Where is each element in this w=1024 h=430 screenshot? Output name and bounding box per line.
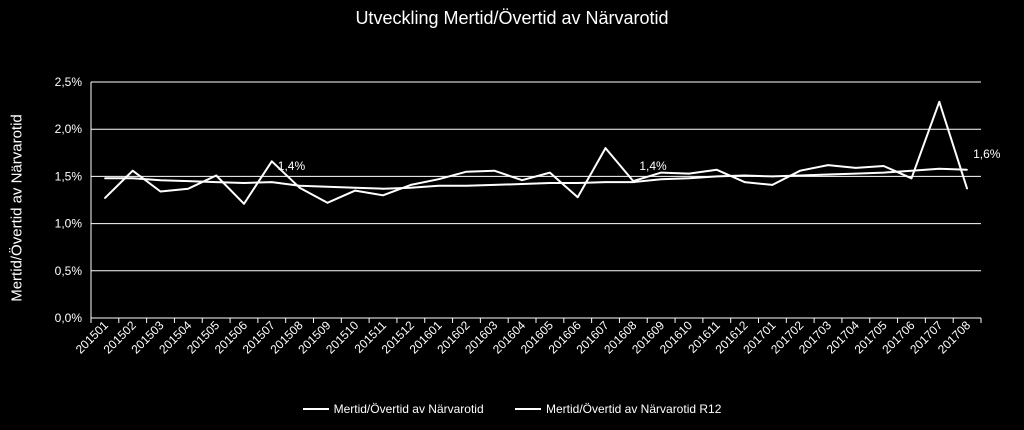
y-tick-label: 0,0% [55, 311, 83, 325]
data-point-series-1 [827, 164, 829, 166]
y-tick-label: 0,5% [55, 264, 83, 278]
data-point-series-1 [410, 184, 412, 186]
data-point-series-1 [855, 167, 857, 169]
data-point-series-2 [521, 183, 523, 185]
legend-item-series-2: Mertid/Övertid av Närvarotid R12 [514, 402, 722, 416]
data-point-series-1 [326, 202, 329, 204]
data-point-series-1 [743, 181, 746, 183]
data-point-series-1 [576, 196, 579, 198]
data-point-series-2 [910, 169, 913, 172]
data-point-series-2 [326, 185, 329, 188]
data-point-series-2 [938, 168, 941, 170]
data-point-series-1 [799, 169, 802, 172]
data-point-series-2 [966, 168, 968, 171]
data-point-series-1 [604, 147, 607, 149]
series-line-1 [104, 100, 969, 205]
data-point-series-2 [437, 185, 440, 187]
data-point-series-1 [882, 165, 885, 167]
data-point-series-1 [549, 171, 551, 174]
data-point-series-1 [298, 186, 301, 189]
data-point-series-2 [104, 177, 106, 180]
data-point-series-2 [493, 184, 496, 186]
data-point-series-1 [159, 190, 162, 193]
y-tick-label: 1,0% [55, 217, 83, 231]
data-point-series-1 [437, 178, 440, 181]
chart-title: Utveckling Mertid/Övertid av Närvarotid [355, 8, 669, 28]
legend-label-series-2: Mertid/Övertid av Närvarotid R12 [545, 402, 722, 416]
legend: Mertid/Övertid av Närvarotid Mertid/Över… [0, 399, 1024, 416]
data-point-series-1 [493, 169, 496, 172]
data-point-series-2 [771, 175, 774, 178]
data-point-series-2 [688, 177, 690, 180]
data-label: 1,6% [973, 147, 1001, 161]
data-label: 1,4% [278, 159, 306, 173]
data-point-series-2 [576, 182, 579, 184]
data-point-series-2 [549, 182, 551, 184]
data-point-series-2 [799, 174, 802, 177]
data-point-series-1 [215, 174, 217, 177]
data-point-series-2 [743, 174, 746, 177]
y-tick-label: 2,0% [55, 122, 83, 136]
data-point-series-2 [410, 186, 412, 189]
y-tick-label: 1,5% [55, 169, 83, 183]
legend-swatch-series-1 [302, 408, 329, 410]
y-tick-label: 2,5% [55, 75, 83, 89]
data-point-series-2 [827, 173, 829, 176]
data-point-series-2 [215, 181, 217, 183]
data-point-series-2 [270, 181, 273, 183]
data-point-series-1 [382, 194, 384, 197]
data-point-series-1 [104, 197, 106, 199]
data-point-series-1 [771, 184, 774, 186]
data-point-series-1 [938, 101, 941, 103]
data-point-series-1 [521, 179, 523, 181]
data-label: 1,4% [639, 159, 667, 173]
data-point-series-2 [243, 182, 245, 184]
data-point-series-2 [187, 180, 190, 182]
data-point-series-1 [715, 168, 718, 171]
legend-label-series-1: Mertid/Övertid av Närvarotid [333, 402, 484, 416]
data-point-series-1 [688, 172, 690, 175]
data-point-series-2 [298, 185, 301, 187]
data-point-series-1 [966, 187, 968, 190]
data-point-series-1 [465, 170, 468, 173]
data-point-series-2 [131, 177, 134, 180]
data-point-series-2 [882, 171, 885, 174]
data-point-series-2 [715, 175, 718, 178]
data-point-series-1 [187, 187, 190, 190]
data-point-series-1 [270, 160, 273, 163]
data-point-series-2 [660, 178, 662, 181]
data-point-series-2 [465, 185, 468, 187]
data-point-series-1 [660, 171, 662, 174]
data-point-series-2 [382, 187, 384, 190]
data-point-series-2 [855, 172, 857, 175]
legend-item-series-1: Mertid/Övertid av Närvarotid [302, 402, 484, 416]
data-point-series-1 [243, 202, 245, 205]
data-point-series-2 [604, 181, 607, 183]
data-point-series-1 [354, 189, 357, 192]
data-point-series-2 [354, 186, 357, 189]
legend-swatch-series-2 [514, 408, 541, 410]
data-point-series-1 [910, 177, 913, 180]
data-point-series-2 [632, 181, 635, 183]
data-point-series-1 [131, 169, 134, 172]
data-point-series-2 [159, 179, 162, 181]
series-line-2 [104, 167, 968, 190]
